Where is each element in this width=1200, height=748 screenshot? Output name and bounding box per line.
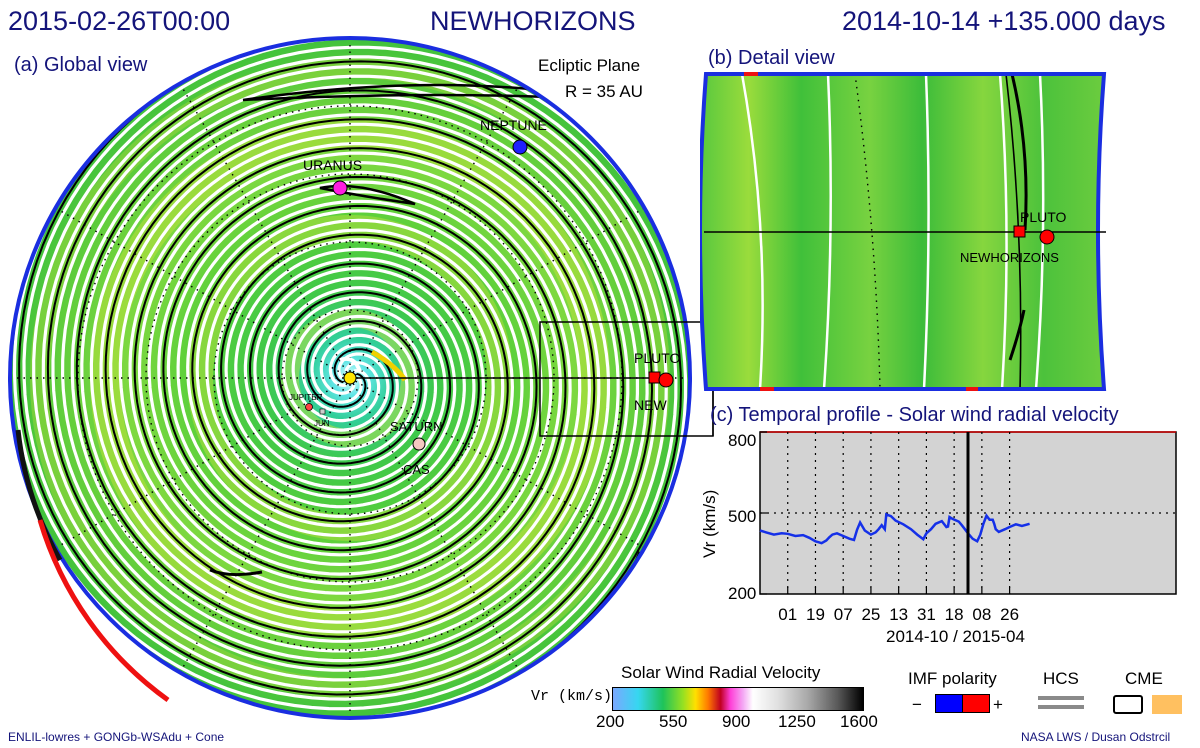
footer-credit: NASA LWS / Dusan Odstrcil — [1021, 730, 1171, 744]
xtick-label: 18 — [945, 605, 964, 624]
uranus-marker — [332, 180, 348, 196]
xtick-label: 31 — [917, 605, 936, 624]
cme-label: CME — [1125, 669, 1163, 688]
xtick-label: 19 — [806, 605, 825, 624]
colorbar-tick-900: 900 — [722, 712, 751, 731]
radius-label: R = 35 AU — [565, 82, 643, 101]
chart-title: (c) Temporal profile - Solar wind radial… — [710, 404, 1119, 426]
hcs-label: HCS — [1043, 669, 1079, 688]
detail-new-horizons-marker — [1013, 225, 1026, 238]
imf-negative-swatch — [935, 694, 963, 713]
imf-positive-swatch — [962, 694, 990, 713]
sun-marker — [343, 371, 357, 385]
header-target: NEWHORIZONS — [430, 6, 636, 36]
xtick-label: 07 — [834, 605, 853, 624]
header-elapsed: 2014-10-14 +135.000 days — [842, 6, 1166, 36]
colorbar-tick-1250: 1250 — [778, 712, 816, 731]
global-view-title: (a) Global view — [14, 54, 148, 76]
pluto-label: PLUTO — [634, 350, 681, 366]
detail-pluto-label: PLUTO — [1020, 209, 1067, 225]
saturn-label: SATURN — [390, 419, 442, 434]
jupiter-marker — [305, 403, 313, 411]
xtick-label: 08 — [972, 605, 991, 624]
colorbar-tick-1600: 1600 — [840, 712, 878, 731]
cas-label: CAS — [403, 462, 430, 477]
saturn-marker — [412, 437, 426, 451]
imf-minus-label: − — [912, 695, 922, 714]
pluto-marker — [658, 372, 674, 388]
jupiter-label: JUPITER — [289, 393, 323, 402]
cme-fill-swatch — [1152, 695, 1182, 714]
jun-label: JUN — [314, 419, 330, 428]
colorbar-gradient — [612, 687, 864, 711]
neptune-marker — [512, 139, 528, 155]
header-datetime: 2015-02-26T00:00 — [8, 6, 231, 36]
cme-outline-swatch — [1113, 695, 1143, 714]
xtick-label: 26 — [1000, 605, 1019, 624]
ytick-label-200: 200 — [728, 584, 756, 603]
imf-polarity-label: IMF polarity — [908, 669, 997, 688]
colorbar-tick-550: 550 — [659, 712, 688, 731]
detail-pluto-marker — [1039, 229, 1055, 245]
new-label: NEW — [634, 397, 667, 413]
uranus-label: URANUS — [303, 157, 362, 173]
detail-newhorizons-label: NEWHORIZONS — [960, 250, 1059, 265]
y-axis-label: Vr (km/s) — [700, 490, 719, 558]
new-horizons-marker — [648, 371, 661, 384]
x-axis-label: 2014-10 / 2015-04 — [886, 627, 1025, 646]
global-view-plot: NEPTUNE URANUS PLUTO NEW SATURN CAS JUPI… — [8, 36, 714, 720]
imf-plus-label: + — [993, 695, 1003, 714]
temporal-profile-chart: 01 19 07 25 13 31 18 08 26 800 500 200 Vr (km/s)… — [700, 431, 1177, 646]
xtick-label: 25 — [861, 605, 880, 624]
colorbar-unit: Vr (km/s) — [531, 688, 613, 705]
footer-model: ENLIL-lowres + GONGb-WSAdu + Cone — [8, 730, 225, 744]
hcs-swatch-line-1 — [1038, 696, 1084, 700]
detail-view-title: (b) Detail view — [708, 47, 835, 69]
colorbar-title: Solar Wind Radial Velocity — [621, 663, 821, 682]
xtick-label: 01 — [778, 605, 797, 624]
detail-view-plot: PLUTO NEWHORIZONS — [700, 72, 1107, 391]
ytick-label-800: 800 — [728, 431, 756, 450]
plane-label: Ecliptic Plane — [538, 56, 641, 75]
xtick-label: 13 — [889, 605, 908, 624]
ytick-label-500: 500 — [728, 507, 756, 526]
neptune-label: NEPTUNE — [480, 117, 547, 133]
hcs-swatch-line-2 — [1038, 705, 1084, 709]
colorbar-tick-200: 200 — [596, 712, 625, 731]
velocity-series-line — [759, 512, 1030, 545]
juno-marker — [319, 408, 326, 415]
